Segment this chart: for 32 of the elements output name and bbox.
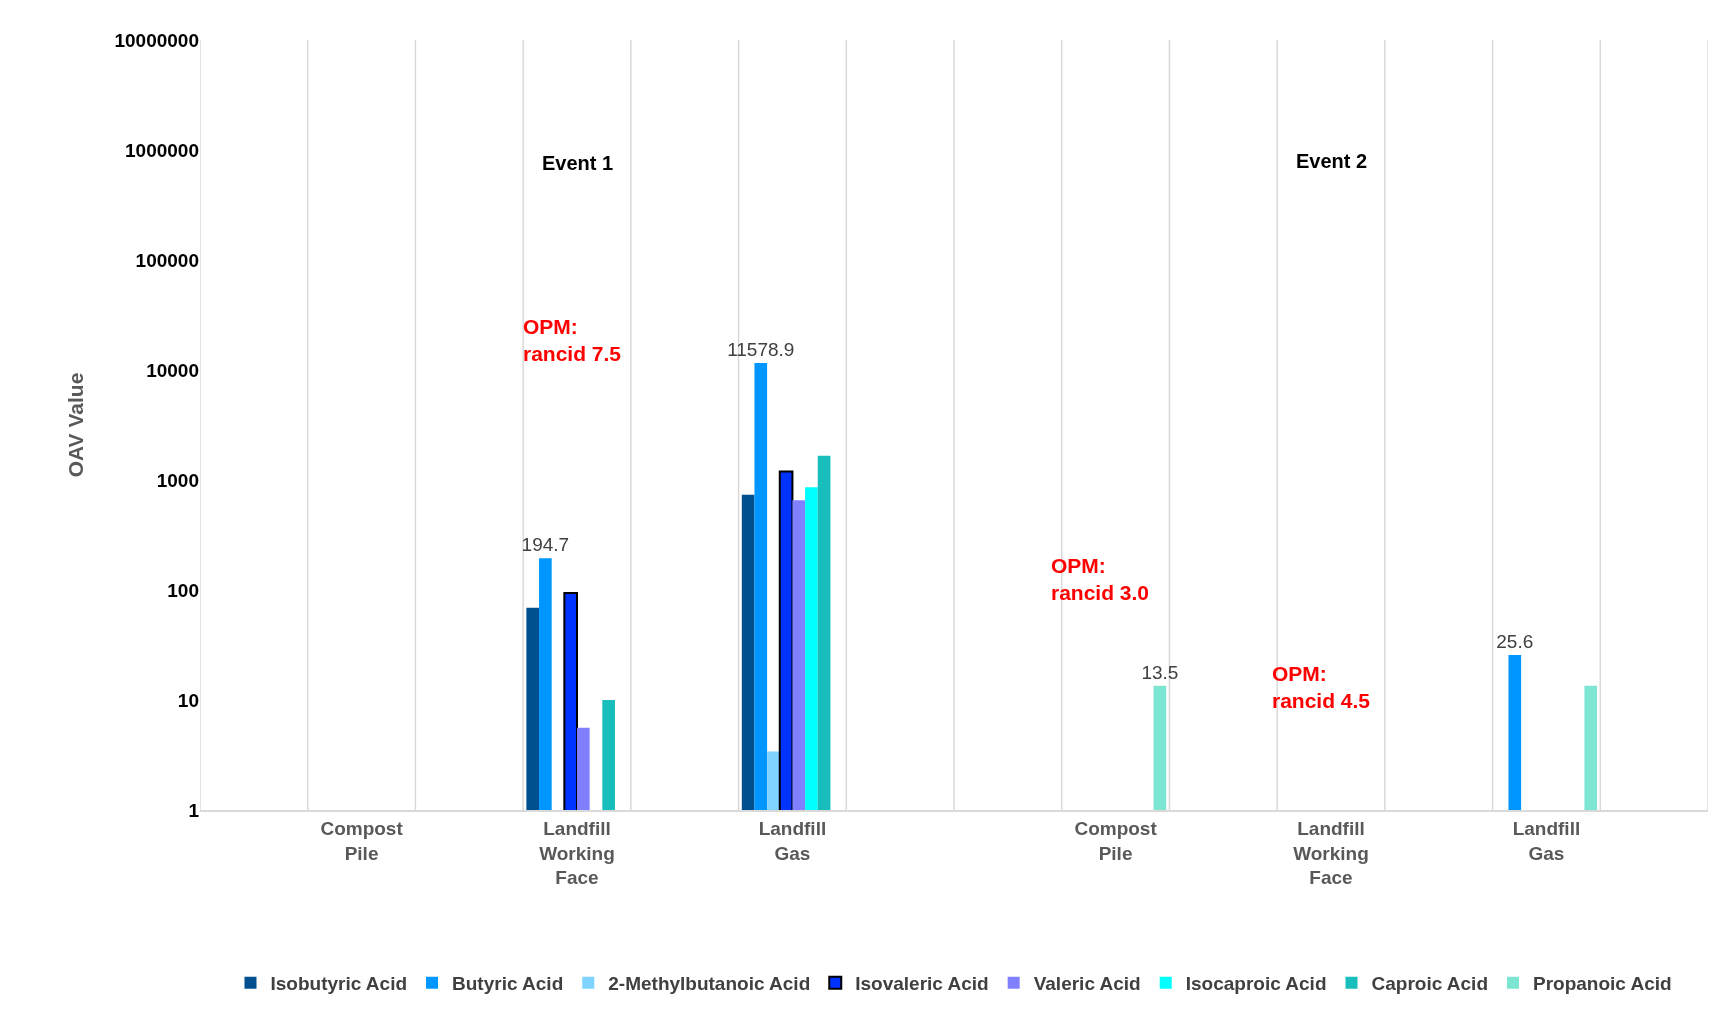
y-tick-label: 1000 [156, 469, 199, 491]
annotation: Event 2 [1296, 150, 1368, 172]
y-axis-title: OAV Value [63, 372, 87, 478]
legend-label: 2-Methylbutanoic Acid [608, 973, 811, 995]
legend-label: Isobutyric Acid [270, 973, 408, 995]
y-tick-label: 1000000 [125, 139, 199, 161]
legend-label: Butyric Acid [452, 973, 564, 995]
legend-label: Valeric Acid [1033, 973, 1141, 995]
legend-label: Caproic Acid [1371, 973, 1488, 995]
y-tick-label: 100 [167, 579, 199, 601]
data-label: 25.6 [1496, 631, 1534, 653]
annotation: OPM: rancid 4.5 [1272, 662, 1371, 713]
annotation: OPM: rancid 7.5 [523, 315, 622, 366]
y-tick-label: 1 [188, 799, 200, 821]
x-tick-label: Compost Pile [320, 817, 404, 864]
x-tick-label: Landfill Gas [1512, 817, 1581, 864]
data-label: 11578.9 [727, 339, 795, 360]
y-tick-label: 10000000 [114, 29, 199, 51]
x-tick-label: Landfill Working Face [539, 817, 615, 889]
data-label: 13.5 [1141, 661, 1179, 683]
annotation: OPM: rancid 3.0 [1051, 554, 1150, 605]
annotation: Event 1 [542, 152, 614, 174]
legend-label: Isovaleric Acid [855, 973, 989, 995]
legend-label: Isocaproic Acid [1185, 973, 1327, 995]
data-label: 194.7 [521, 534, 570, 556]
x-tick-label: Compost Pile [1074, 817, 1158, 864]
x-tick-label: Landfill Working Face [1293, 817, 1369, 889]
x-tick-label: Landfill Gas [758, 817, 827, 864]
y-tick-label: 10 [177, 689, 199, 711]
legend-label: Propanoic Acid [1533, 973, 1672, 995]
y-tick-label: 100000 [135, 249, 199, 271]
y-tick-label: 10000 [146, 359, 199, 381]
